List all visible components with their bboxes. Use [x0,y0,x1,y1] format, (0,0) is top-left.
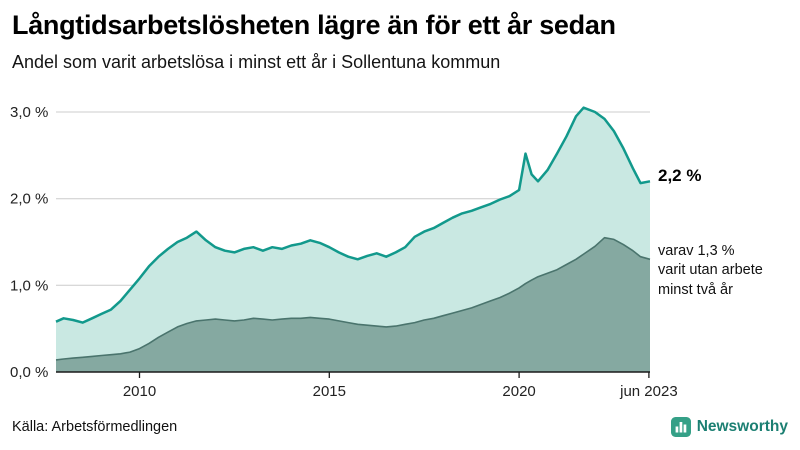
page-subtitle: Andel som varit arbetslösa i minst ett å… [12,52,501,73]
x-tick-label: jun 2023 [619,383,678,400]
source-note: Källa: Arbetsförmedlingen [12,419,178,435]
two-year-annotation: varav 1,3 % varit utan arbete minst två … [658,242,763,300]
page-title: Långtidsarbetslösheten lägre än för ett … [12,10,616,40]
annotation-line-1: varav 1,3 % [658,243,735,259]
y-tick-label: 3,0 % [10,104,48,121]
chart-area: 0,0 % 1,0 % 2,0 % 3,0 % 2010 2015 2020 jun 2023… [0,84,800,409]
chart-header: Långtidsarbetslösheten lägre än för ett … [0,0,800,84]
newsworthy-icon [670,417,691,437]
y-tick-label: 1,0 % [10,277,48,294]
unemployment-area-chart: 0,0 % 1,0 % 2,0 % 3,0 % 2010 2015 2020 jun 2023 [10,104,678,400]
newsworthy-wordmark: Newsworthy [696,418,788,435]
y-tick-label: 2,0 % [10,191,48,208]
line-two-year [55,236,651,361]
x-tick-label: 2015 [313,383,346,400]
series-end-value-label: 2,2 % [658,166,702,185]
area-two-year [56,237,650,372]
chart-footer: Källa: Arbetsförmedlingen Newsworthy [0,409,800,441]
x-tick-label: 2020 [502,383,535,400]
y-tick-label: 0,0 % [10,364,48,381]
line-total [55,106,651,324]
newsworthy-logo: Newsworthy [670,417,788,437]
x-tick-label: 2010 [123,383,156,400]
annotation-line-3: minst två år [658,281,733,298]
annotation-line-2: varit utan arbete [658,262,763,279]
